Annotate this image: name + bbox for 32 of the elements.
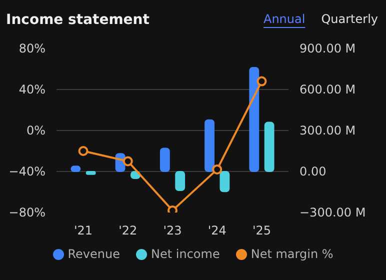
text: Annual (263, 12, 306, 26)
y2-tick-label: 300.00 M (300, 124, 356, 138)
y-tick-label: −40% (8, 164, 46, 178)
text: Quarterly (321, 12, 378, 26)
bar (249, 66, 260, 172)
point (168, 205, 178, 212)
y2-tick-label: 600.00 M (300, 82, 356, 96)
point (78, 146, 88, 156)
point (212, 164, 222, 174)
y-tick-label: 0% (26, 124, 46, 138)
bar (160, 148, 170, 172)
y-tick-label: 40% (18, 82, 46, 96)
y-tick-label: 80% (18, 42, 46, 56)
bar (264, 122, 274, 172)
legend-label: Revenue (68, 246, 120, 264)
chart-title: Income statement (6, 11, 150, 30)
bar (220, 171, 230, 192)
y-tick-label: −80% (8, 206, 46, 220)
x-tick-label: '22 (118, 224, 138, 238)
y2-tick-label: −300.00 M (300, 206, 366, 220)
point (256, 76, 267, 86)
x-tick-label: '25 (252, 224, 272, 238)
legend-label: Net margin % (250, 246, 334, 264)
bar (175, 171, 186, 191)
bar (204, 119, 214, 172)
x-tick-label: '24 (208, 224, 226, 238)
x-tick-label: '21 (74, 224, 93, 238)
x-tick-label: '23 (163, 224, 182, 238)
legend-label: Net income (151, 246, 220, 264)
y2-tick-label: 900.00 M (300, 42, 356, 56)
y2-tick-label: 0.00 (300, 164, 326, 178)
point (122, 156, 133, 166)
